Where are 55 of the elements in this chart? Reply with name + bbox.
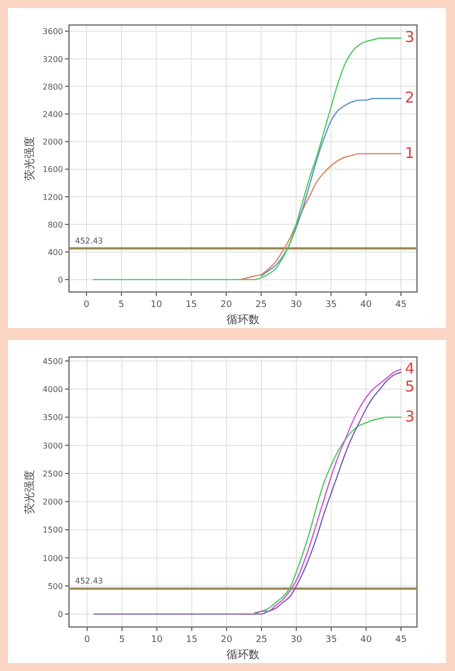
y-tick-label: 3600 — [42, 27, 63, 36]
x-tick-label: 45 — [395, 635, 407, 645]
line-series — [254, 416, 402, 614]
y-tick-label: 0 — [58, 276, 63, 285]
x-tick-label: 20 — [220, 300, 232, 310]
x-axis-title: 循环数 — [226, 648, 260, 661]
x-tick-label: 30 — [290, 300, 302, 310]
ref-line-label: 452.43 — [75, 576, 103, 586]
x-tick-label: 5 — [119, 635, 125, 645]
y-tick-label: 3200 — [42, 54, 63, 64]
x-tick-label: 30 — [290, 635, 302, 645]
series-label: 4 — [404, 359, 415, 378]
y-tick-label: 2500 — [42, 469, 63, 478]
series-label: 3 — [404, 407, 415, 426]
y-tick-label: 400 — [48, 248, 63, 257]
line-series — [240, 153, 402, 280]
y-tick-label: 2400 — [42, 110, 63, 119]
y-tick-label: 800 — [48, 220, 63, 230]
y-axis-title: 荧光强度 — [23, 470, 36, 514]
x-tick-label: 25 — [255, 300, 267, 310]
y-tick-label: 4000 — [42, 385, 63, 394]
y-tick-label: 3500 — [42, 413, 63, 422]
x-axis-title: 循环数 — [226, 313, 260, 326]
x-tick-label: 35 — [325, 300, 337, 310]
x-tick-label: 0 — [84, 300, 90, 310]
x-tick-label: 45 — [395, 300, 407, 310]
x-tick-label: 10 — [150, 300, 162, 310]
x-tick-label: 35 — [325, 635, 337, 645]
series-label: 5 — [404, 377, 415, 396]
y-tick-label: 1600 — [42, 165, 63, 174]
y-tick-label: 1200 — [42, 192, 63, 202]
y-tick-label: 1500 — [42, 526, 63, 535]
line-series — [260, 98, 402, 277]
x-tick-label: 40 — [360, 300, 372, 310]
x-tick-label: 15 — [186, 300, 198, 310]
x-tick-label: 15 — [186, 635, 198, 645]
x-tick-label: 5 — [118, 300, 124, 310]
x-tick-label: 25 — [256, 635, 268, 645]
x-tick-label: 40 — [360, 635, 372, 645]
y-tick-label: 0 — [58, 610, 63, 620]
y-tick-label: 2800 — [42, 82, 63, 92]
y-tick-label: 2000 — [42, 498, 63, 507]
y-tick-label: 4500 — [42, 356, 63, 366]
y-tick-label: 2000 — [42, 138, 63, 147]
y-tick-label: 500 — [48, 582, 63, 591]
series-label: 2 — [404, 88, 414, 107]
series-label: 3 — [404, 28, 414, 46]
y-axis-title: 荧光强度 — [23, 136, 36, 180]
x-tick-label: 10 — [151, 635, 163, 645]
x-tick-label: 0 — [84, 635, 90, 645]
y-tick-label: 3000 — [42, 441, 63, 450]
x-tick-label: 20 — [220, 635, 233, 645]
series-label: 1 — [404, 144, 414, 162]
ref-line-label: 452.43 — [75, 236, 103, 246]
y-tick-label: 1000 — [42, 554, 63, 563]
